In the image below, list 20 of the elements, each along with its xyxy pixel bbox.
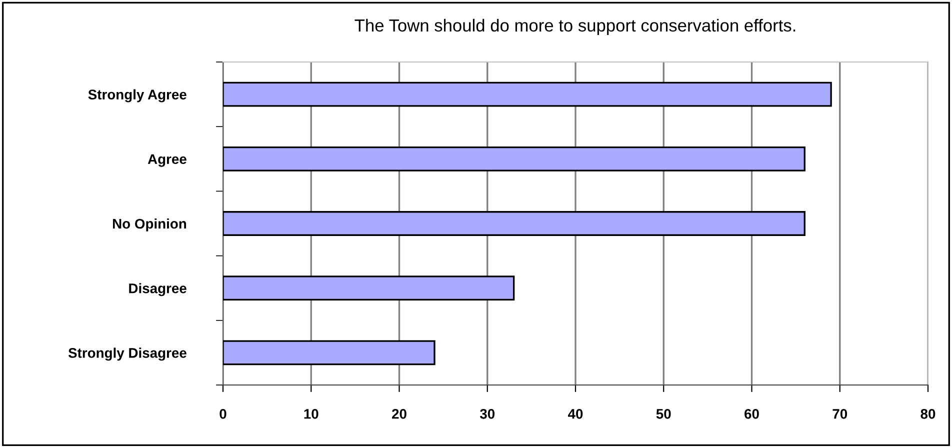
bar <box>223 82 832 107</box>
x-tick-label: 20 <box>392 408 406 419</box>
x-tick-label: 30 <box>480 408 495 419</box>
x-tick-label: 0 <box>220 408 226 419</box>
x-tick-label: 50 <box>656 408 671 419</box>
x-tick-label: 70 <box>832 408 848 419</box>
bar <box>223 211 806 236</box>
x-tick-label: 60 <box>744 408 759 419</box>
y-tick-label: Strongly Agree <box>88 89 186 102</box>
y-tick-label: No Opinion <box>112 218 186 232</box>
y-tick-label: Agree <box>148 154 186 167</box>
y-tick-label: Strongly Disagree <box>68 348 186 361</box>
bar <box>223 276 515 301</box>
bar <box>223 146 806 172</box>
bar <box>223 340 436 366</box>
x-tick-label: 10 <box>304 408 318 419</box>
x-tick-label: 80 <box>920 408 936 419</box>
x-tick-label: 40 <box>568 408 583 419</box>
y-tick-label: Disagree <box>129 283 186 296</box>
chart-title: The Town should do more to support conservation efforts. <box>354 18 796 36</box>
